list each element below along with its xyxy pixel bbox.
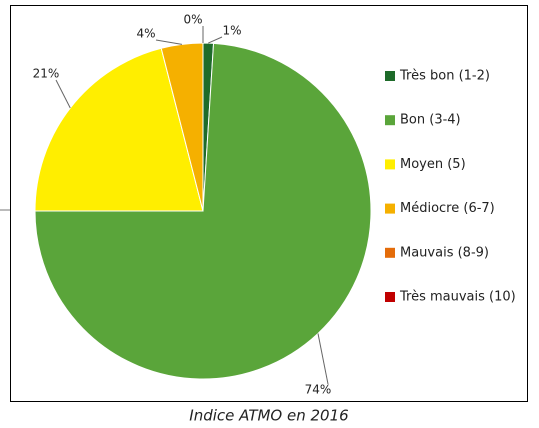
legend-label: Médiocre (6-7) bbox=[400, 201, 495, 216]
data-label: 74% bbox=[305, 383, 332, 397]
legend-label: Moyen (5) bbox=[400, 157, 466, 172]
leader-line bbox=[317, 333, 329, 385]
legend-swatch bbox=[385, 71, 395, 81]
legend-swatch bbox=[385, 247, 395, 258]
legend-swatch bbox=[385, 159, 395, 170]
legend-swatch bbox=[385, 203, 395, 214]
data-label: 0% bbox=[183, 13, 202, 27]
data-label: 21% bbox=[33, 67, 60, 81]
leader-line bbox=[55, 79, 71, 109]
legend-swatch bbox=[385, 115, 395, 126]
legend-swatch bbox=[385, 292, 395, 302]
data-label: 1% bbox=[222, 24, 241, 38]
legend-label: Très bon (1-2) bbox=[399, 69, 490, 84]
legend-label: Très mauvais (10) bbox=[399, 290, 516, 305]
legend-label: Mauvais (8-9) bbox=[400, 245, 489, 260]
chart-caption: Indice ATMO en 2016 bbox=[189, 407, 348, 425]
leader-line bbox=[155, 39, 183, 45]
leader-line bbox=[208, 36, 223, 44]
pie-slice bbox=[34, 47, 204, 212]
legend-label: Bon (3-4) bbox=[400, 113, 461, 128]
data-label: 4% bbox=[136, 27, 155, 41]
